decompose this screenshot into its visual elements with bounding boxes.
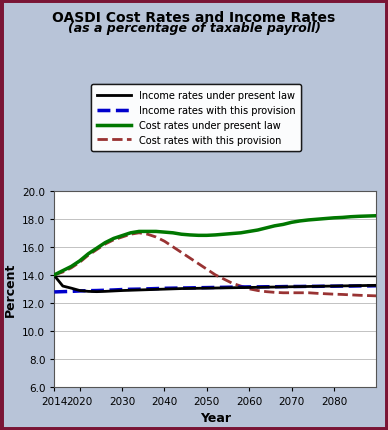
Legend: Income rates under present law, Income rates with this provision, Cost rates und: Income rates under present law, Income r… [91,85,301,151]
Text: OASDI Cost Rates and Income Rates: OASDI Cost Rates and Income Rates [52,11,336,25]
X-axis label: Year: Year [200,412,231,424]
Text: (as a percentage of taxable payroll): (as a percentage of taxable payroll) [68,22,320,34]
Y-axis label: Percent: Percent [3,262,17,316]
